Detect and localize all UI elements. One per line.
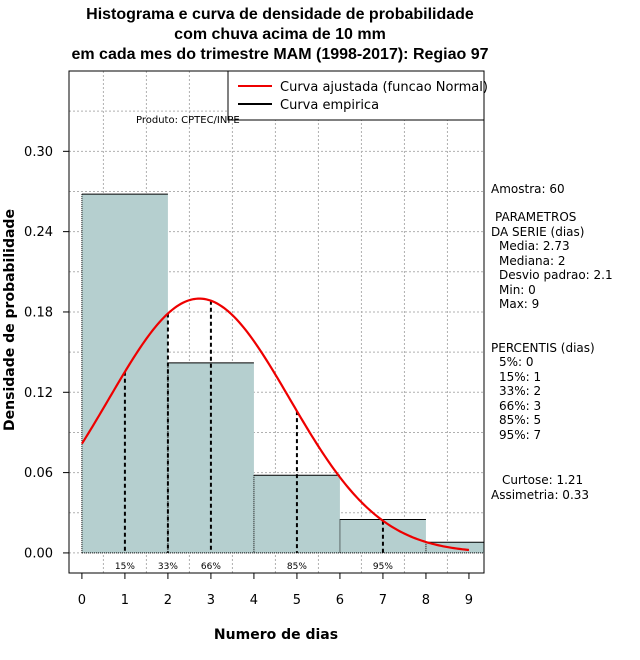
params-list: Media: 2.73 Mediana: 2 Desvio padrao: 2.1 M… — [499, 239, 613, 312]
param-item-2: Desvio padrao: 2.1 — [499, 268, 613, 283]
histogram-bars — [81, 193, 484, 554]
percentile-item-5: 95%: 7 — [499, 427, 542, 442]
x-tick-label-9: 9 — [465, 593, 473, 608]
param-item-4: Max: 9 — [499, 297, 540, 312]
y-tick-label-0: 0.00 — [24, 546, 53, 561]
y-axis-title: Densidade de probabilidade — [2, 209, 18, 431]
stat-kurtosis: Curtose: 1.21 — [502, 473, 584, 487]
y-tick-label-2: 0.12 — [24, 386, 53, 401]
percentile-label-3: 85% — [287, 562, 307, 572]
chart-title-line-2: com chuva acima de 10 mm — [174, 26, 386, 43]
params-title-2: DA SERIE (dias) — [491, 225, 585, 239]
percentile-item-4: 85%: 5 — [499, 413, 542, 428]
percentile-label-0: 15% — [115, 562, 135, 572]
x-tick-label-0: 0 — [78, 593, 86, 608]
legend-empirical-label: Curva empirica — [280, 98, 379, 113]
x-tick-label-3: 3 — [207, 593, 215, 608]
stat-sample: Amostra: 60 — [491, 182, 565, 196]
x-tick-label-5: 5 — [293, 593, 301, 608]
params-title-1: PARAMETROS — [495, 210, 577, 224]
x-tick-label-1: 1 — [121, 593, 129, 608]
percentile-item-1: 15%: 1 — [499, 369, 542, 384]
product-label: Produto: CPTEC/INPE — [136, 115, 240, 126]
x-axis-title: Numero de dias — [214, 627, 338, 643]
param-item-3: Min: 0 — [499, 282, 536, 297]
param-item-0: Media: 2.73 — [499, 239, 570, 253]
percentile-label-4: 95% — [373, 562, 393, 572]
legend: Curva ajustada (funcao Normal) Curva emp… — [227, 70, 488, 121]
percentiles-list: 5%: 0 15%: 1 33%: 2 66%: 3 85%: 5 95%: 7 — [499, 355, 541, 443]
percentile-label-1: 33% — [158, 562, 178, 572]
percentile-item-3: 66%: 3 — [499, 398, 542, 413]
x-tick-label-8: 8 — [422, 593, 430, 608]
histogram-bar-2 — [253, 475, 340, 553]
y-tick-label-4: 0.24 — [24, 225, 53, 240]
x-tick-label-2: 2 — [164, 593, 172, 608]
legend-fitted-label: Curva ajustada (funcao Normal) — [280, 80, 488, 95]
x-tick-label-6: 6 — [336, 593, 344, 608]
x-tick-label-7: 7 — [379, 593, 387, 608]
y-tick-label-1: 0.06 — [24, 466, 53, 481]
percentile-item-0: 5%: 0 — [499, 355, 534, 369]
y-tick-label-3: 0.18 — [24, 305, 53, 320]
stat-skewness: Assimetria: 0.33 — [491, 488, 590, 502]
legend-box — [227, 70, 485, 121]
percentile-lines: 15% 33% 66% 85% 95% — [115, 300, 393, 572]
percentiles-title: PERCENTIS (dias) — [491, 341, 595, 355]
y-tick-label-5: 0.30 — [24, 145, 53, 160]
chart-title-line-1: Histograma e curva de densidade de proba… — [86, 6, 474, 23]
percentile-label-2: 66% — [201, 562, 221, 572]
chart-title-line-3: em cada mes do trimestre MAM (1998-2017)… — [71, 46, 489, 63]
fitted-normal-curve — [80, 297, 470, 552]
axes: 0 1 2 3 4 5 6 7 8 9 0.00 0.06 0.12 0.18 0.24 0.30 — [24, 145, 473, 608]
percentile-item-2: 33%: 2 — [499, 384, 542, 399]
x-tick-label-4: 4 — [250, 593, 258, 608]
param-item-1: Mediana: 2 — [499, 253, 566, 268]
